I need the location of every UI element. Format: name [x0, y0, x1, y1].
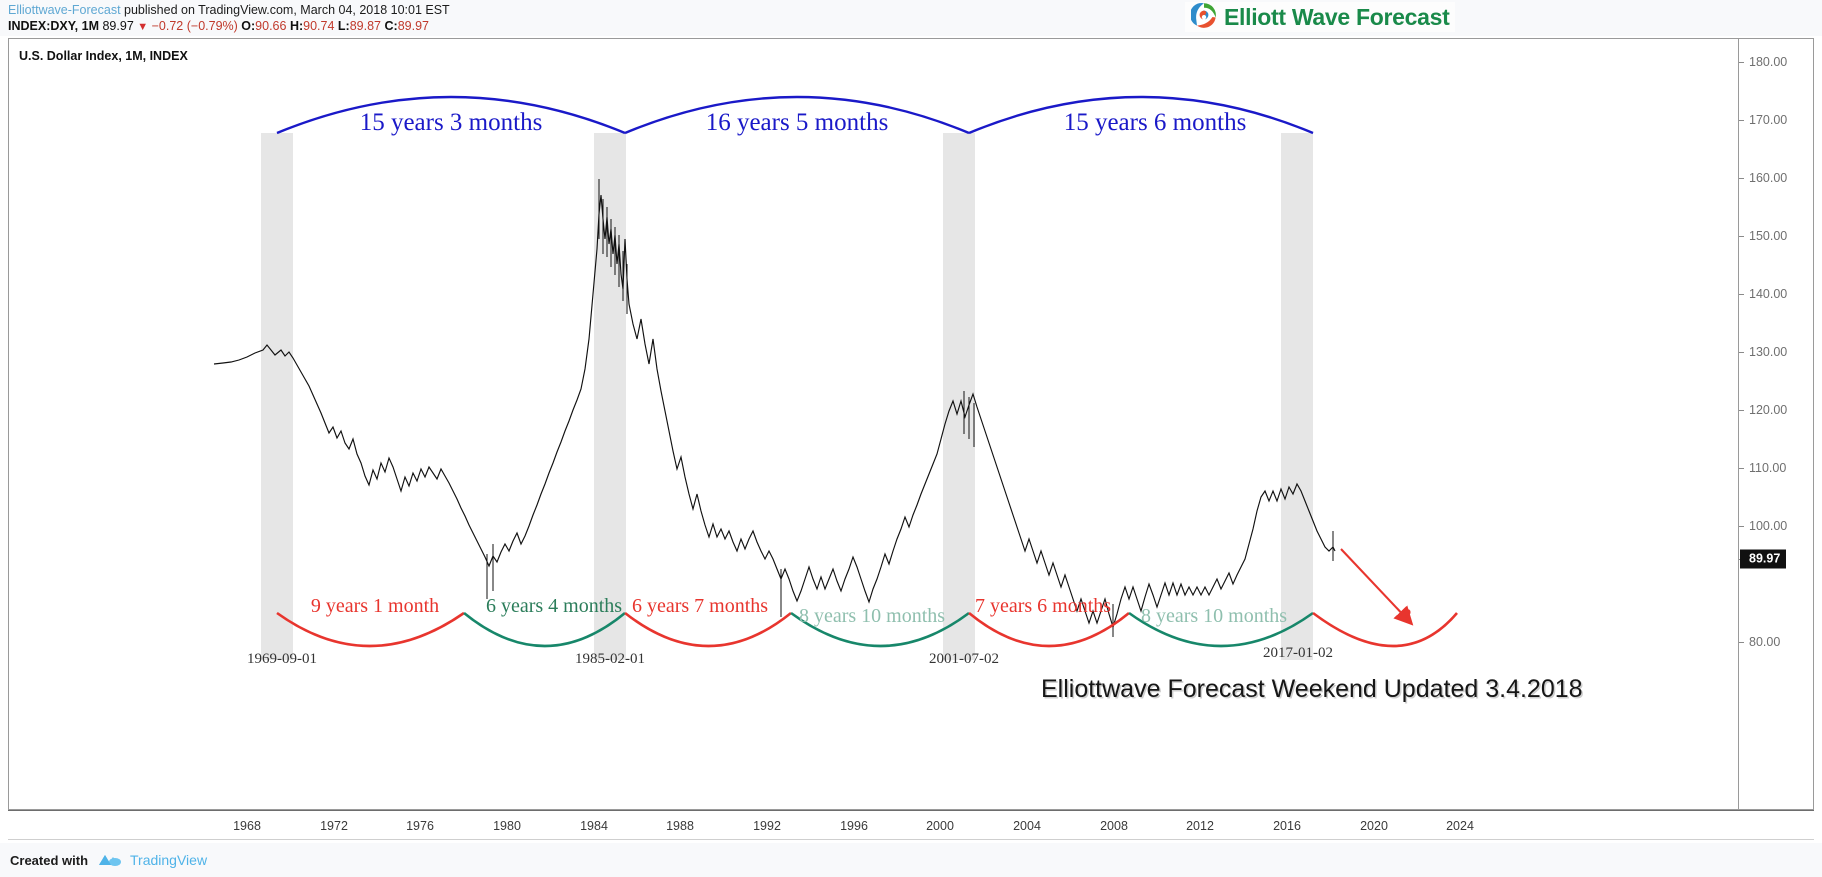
- shaded-band: [261, 133, 293, 660]
- bottom-arc-label-1: 9 years 1 month: [310, 595, 440, 617]
- time-tick-2012: 2012: [1186, 819, 1214, 833]
- time-tick-2020: 2020: [1360, 819, 1388, 833]
- low-label: L:: [337, 19, 350, 33]
- price-tick-120: 120.00: [1749, 403, 1788, 417]
- open-value: 90.66: [255, 19, 287, 33]
- time-tick-1988: 1988: [666, 819, 694, 833]
- bottom-arc-label-4: 8 years 10 months: [798, 605, 946, 627]
- price-change: −0.72 (−0.79%): [151, 19, 238, 33]
- forecast-arrow: [1340, 548, 1414, 626]
- ohlc-tick-group: [486, 179, 1334, 637]
- price-tick-150: 150.00: [1749, 229, 1788, 243]
- top-arc-1: [276, 95, 626, 135]
- shaded-band: [1281, 133, 1313, 660]
- band-date-label-3: 2001-07-02: [929, 651, 999, 667]
- time-tick-1980: 1980: [493, 819, 521, 833]
- open-label: O:: [241, 19, 256, 33]
- bottom-arc-7: [1312, 611, 1458, 648]
- symbol-label[interactable]: INDEX:DXY, 1M: [8, 19, 99, 33]
- top-arc-group: [276, 95, 1314, 135]
- shaded-band: [943, 133, 975, 660]
- elliott-wave-forecast-logo[interactable]: Elliott Wave Forecast: [1185, 2, 1456, 33]
- top-info-bar: Elliottwave-Forecast published on Tradin…: [0, 0, 1822, 36]
- band-date-label-1: 1969-09-01: [247, 651, 317, 667]
- time-tick-2000: 2000: [926, 819, 954, 833]
- swirl-logo-icon: [1189, 2, 1217, 33]
- bottom-arc-label-2: 6 years 4 months: [485, 595, 623, 617]
- footer-bar: Created with TradingView: [0, 843, 1822, 877]
- time-tick-2008: 2008: [1100, 819, 1128, 833]
- price-tick-130: 130.00: [1749, 345, 1788, 359]
- down-triangle-icon: ▼: [137, 21, 149, 33]
- time-tick-1968: 1968: [233, 819, 261, 833]
- price-tick-80: 80.00: [1749, 635, 1781, 649]
- price-series: [213, 179, 1336, 637]
- top-arc-label-1: 15 years 3 months: [359, 109, 543, 136]
- price-tick-100: 100.00: [1749, 519, 1788, 533]
- watermark-text: Elliottwave Forecast Weekend Updated 3.4…: [1041, 675, 1583, 703]
- created-with-label: Created with: [10, 852, 89, 868]
- high-value: 90.74: [303, 19, 335, 33]
- price-line: [213, 194, 1336, 629]
- time-tick-1996: 1996: [840, 819, 868, 833]
- time-tick-2024: 2024: [1446, 819, 1474, 833]
- time-tick-1992: 1992: [753, 819, 781, 833]
- price-tick-170: 170.00: [1749, 113, 1788, 127]
- top-arc-label-2: 16 years 5 months: [705, 109, 889, 136]
- last-price: 89.97: [102, 19, 134, 33]
- tradingview-logo-icon[interactable]: [98, 851, 122, 869]
- close-value: 89.97: [397, 19, 429, 33]
- band-date-label-2: 1985-02-01: [575, 651, 645, 667]
- close-label: C:: [384, 19, 398, 33]
- band-date-label-4: 2017-01-02: [1263, 645, 1333, 661]
- tradingview-brand-link[interactable]: TradingView: [130, 852, 208, 868]
- price-tick-140: 140.00: [1749, 287, 1788, 301]
- bottom-arc-2: [463, 611, 626, 648]
- time-tick-2004: 2004: [1013, 819, 1041, 833]
- time-tick-1972: 1972: [320, 819, 348, 833]
- bottom-arc-label-3: 6 years 7 months: [631, 595, 769, 617]
- forecast-question-mark: ?: [1402, 605, 1412, 627]
- bottom-arc-1: [276, 611, 465, 648]
- bottom-arc-3: [624, 611, 792, 648]
- time-tick-1984: 1984: [580, 819, 608, 833]
- logo-text: Elliott Wave Forecast: [1224, 3, 1450, 30]
- bottom-arc-label-5: 7 years 6 months: [974, 595, 1112, 617]
- top-arc-3: [968, 95, 1314, 135]
- time-scale[interactable]: 1968 1972 1976 1980 1984 1988 1992 1996 …: [8, 810, 1814, 840]
- chart-plot[interactable]: [9, 39, 1815, 809]
- quote-line: INDEX:DXY, 1M 89.97 ▼ −0.72 (−0.79%) O:9…: [8, 19, 429, 33]
- price-tick-110: 110.00: [1749, 461, 1787, 475]
- chart-frame[interactable]: U.S. Dollar Index, 1M, INDEX: [8, 38, 1814, 810]
- time-tick-2016: 2016: [1273, 819, 1301, 833]
- top-arc-label-3: 15 years 6 months: [1063, 109, 1247, 136]
- shaded-band-group: [261, 133, 1313, 660]
- price-scale[interactable]: 180.00 170.00 160.00 150.00 140.00 130.0…: [1738, 39, 1814, 809]
- published-text: published on TradingView.com, March 04, …: [120, 3, 450, 17]
- bottom-arc-4: [790, 611, 970, 648]
- time-tick-1976: 1976: [406, 819, 434, 833]
- bottom-arc-group: [276, 611, 1458, 648]
- last-price-badge: 89.97: [1740, 549, 1787, 569]
- author-link[interactable]: Elliottwave-Forecast: [8, 3, 121, 17]
- bottom-arc-label-6: 8 years 10 months: [1140, 605, 1288, 627]
- price-tick-180: 180.00: [1749, 55, 1788, 69]
- chart-title: U.S. Dollar Index, 1M, INDEX: [19, 49, 188, 63]
- bottom-arc-6: [1128, 611, 1314, 648]
- low-value: 89.87: [349, 19, 381, 33]
- publication-line: Elliottwave-Forecast published on Tradin…: [8, 3, 450, 17]
- price-tick-160: 160.00: [1749, 171, 1788, 185]
- top-arc-2: [624, 95, 970, 135]
- bottom-arc-5: [968, 611, 1130, 648]
- high-label: H:: [289, 19, 304, 33]
